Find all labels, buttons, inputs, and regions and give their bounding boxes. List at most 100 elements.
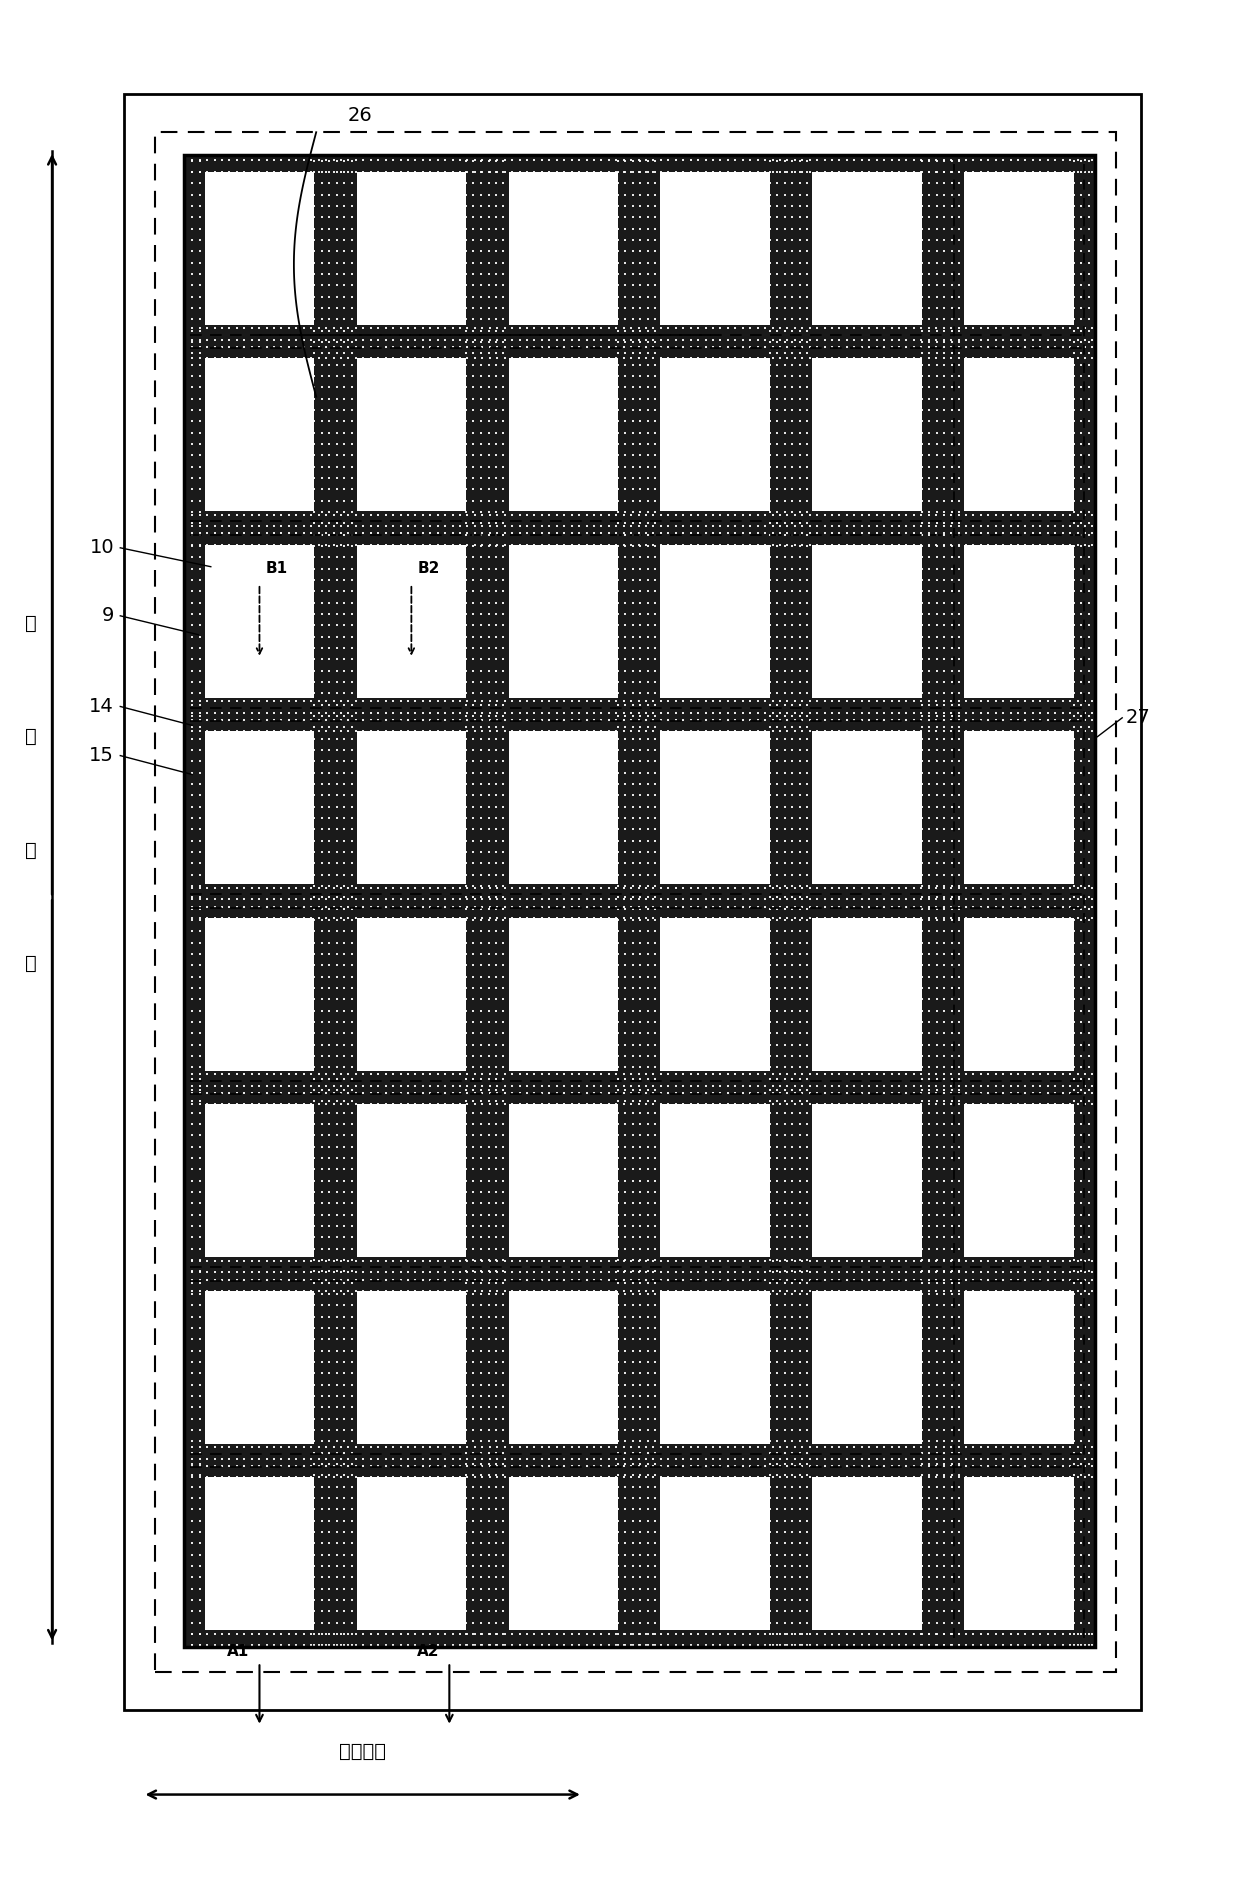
Point xyxy=(353,510,373,540)
Point xyxy=(926,1075,946,1105)
Point xyxy=(361,1462,381,1492)
Point xyxy=(494,1324,513,1354)
Point xyxy=(935,1449,955,1479)
Point xyxy=(790,440,810,470)
Point xyxy=(622,236,642,266)
Point xyxy=(319,1143,339,1173)
Point xyxy=(1071,1324,1091,1354)
Point xyxy=(725,1258,745,1288)
Point xyxy=(681,518,701,548)
Point xyxy=(494,735,513,765)
Point xyxy=(919,191,939,221)
Point xyxy=(547,873,567,903)
Point xyxy=(182,1438,202,1468)
Point xyxy=(615,1222,635,1252)
Point xyxy=(547,325,567,355)
Point xyxy=(182,281,202,312)
Point xyxy=(182,678,202,708)
Point xyxy=(837,705,857,735)
Point xyxy=(304,780,324,810)
Point xyxy=(334,565,355,595)
Point xyxy=(182,1540,202,1570)
Point xyxy=(782,1143,802,1173)
Point xyxy=(479,916,498,946)
Point xyxy=(450,903,470,933)
Point xyxy=(797,225,817,255)
Point xyxy=(622,315,642,346)
Point xyxy=(1071,179,1091,210)
Point xyxy=(636,892,656,922)
Point xyxy=(471,417,491,448)
Point xyxy=(696,325,715,355)
Point xyxy=(175,1007,195,1037)
Point xyxy=(502,903,522,933)
Point xyxy=(249,344,269,374)
Point xyxy=(311,916,331,946)
Point xyxy=(486,1200,506,1230)
Point xyxy=(681,314,701,344)
Point xyxy=(651,873,671,903)
Point xyxy=(718,884,738,914)
Point xyxy=(311,1585,331,1615)
Point xyxy=(205,157,224,187)
Point xyxy=(304,962,324,992)
Point xyxy=(911,1166,931,1196)
Point xyxy=(532,1462,552,1492)
Point xyxy=(1038,1258,1058,1288)
Point xyxy=(919,716,939,746)
Point xyxy=(479,950,498,980)
Point xyxy=(942,769,962,799)
Point xyxy=(1083,332,1102,363)
Point xyxy=(494,916,513,946)
Point xyxy=(615,1234,635,1264)
Point xyxy=(630,1222,650,1252)
Point xyxy=(950,1449,970,1479)
Point xyxy=(926,1426,946,1456)
Point xyxy=(608,1540,627,1570)
Point xyxy=(608,1086,627,1116)
Point xyxy=(339,1451,358,1481)
Point xyxy=(934,873,954,903)
Point xyxy=(435,314,455,344)
Point xyxy=(443,145,463,176)
Point xyxy=(919,157,939,187)
Point xyxy=(456,1494,476,1524)
Point xyxy=(926,1506,946,1536)
Point xyxy=(311,882,331,912)
Point xyxy=(517,1079,537,1109)
Point xyxy=(480,145,500,176)
Point xyxy=(645,973,665,1003)
Point xyxy=(971,1079,991,1109)
Point xyxy=(334,735,355,765)
Point xyxy=(733,1247,753,1277)
Point xyxy=(311,1290,331,1320)
Point xyxy=(413,499,433,529)
Point xyxy=(391,344,410,374)
Point xyxy=(376,529,396,559)
Point xyxy=(456,236,476,266)
Point xyxy=(361,716,381,746)
Point xyxy=(309,1258,329,1288)
Point xyxy=(733,529,753,559)
Point xyxy=(471,1438,491,1468)
Point xyxy=(311,859,331,890)
Point xyxy=(775,281,795,312)
Point xyxy=(398,1258,418,1288)
Point xyxy=(1064,1120,1084,1150)
Point xyxy=(456,1245,476,1275)
Point xyxy=(547,332,567,363)
Point xyxy=(1071,905,1091,935)
Point xyxy=(1064,485,1084,516)
Point xyxy=(1064,213,1084,244)
Point xyxy=(190,225,210,255)
Point xyxy=(971,1443,991,1473)
Point xyxy=(175,1256,195,1286)
Point xyxy=(471,1302,491,1332)
Point xyxy=(334,882,355,912)
Point xyxy=(733,314,753,344)
Point xyxy=(782,621,802,652)
Point xyxy=(294,1079,314,1109)
Point xyxy=(950,463,970,493)
Point xyxy=(911,1245,931,1275)
Point xyxy=(465,1451,485,1481)
